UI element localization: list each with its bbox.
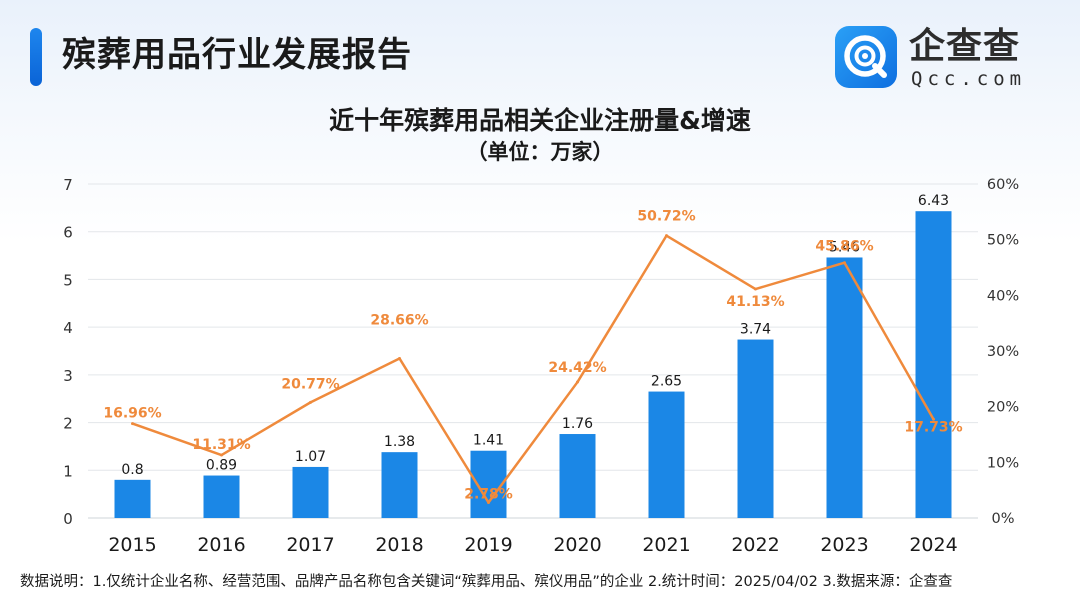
bar-value-label: 5.46 xyxy=(829,239,860,255)
y-right-tick-label: 50% xyxy=(987,233,1019,249)
y-left-tick-label: 2 xyxy=(63,415,73,433)
bar-value-label: 1.07 xyxy=(295,449,326,465)
x-tick-label: 2015 xyxy=(108,534,156,556)
y-left-tick-label: 5 xyxy=(63,271,73,289)
bar xyxy=(915,211,952,518)
bar-value-label: 3.74 xyxy=(740,322,771,338)
growth-value-label: 17.73% xyxy=(904,419,962,435)
bar-value-label: 2.65 xyxy=(651,374,682,390)
x-tick-label: 2021 xyxy=(642,534,690,556)
y-left-tick-label: 3 xyxy=(63,367,73,385)
bar xyxy=(648,391,685,518)
bar xyxy=(203,475,240,518)
x-tick-label: 2017 xyxy=(286,534,334,556)
chart-title: 近十年殡葬用品相关企业注册量&增速 xyxy=(329,106,751,135)
growth-point xyxy=(398,356,401,360)
bar xyxy=(292,466,329,518)
bar xyxy=(559,434,596,518)
x-tick-label: 2024 xyxy=(909,534,957,556)
growth-value-label: 41.13% xyxy=(726,294,784,310)
y-right-tick-label: 40% xyxy=(987,288,1019,304)
growth-value-label: 16.96% xyxy=(103,406,161,422)
bar-value-label: 6.43 xyxy=(918,193,949,209)
y-right-tick-label: 20% xyxy=(987,400,1019,416)
y-left-tick-label: 1 xyxy=(63,462,73,480)
x-tick-label: 2022 xyxy=(731,534,779,556)
bar xyxy=(737,339,774,518)
y-right-tick-label: 0% xyxy=(991,511,1014,527)
bar xyxy=(114,479,151,518)
growth-value-label: 20.77% xyxy=(281,376,339,392)
y-left-tick-label: 6 xyxy=(63,224,73,242)
growth-point xyxy=(131,422,134,426)
x-tick-label: 2020 xyxy=(553,534,601,556)
brand-logo-block: 企查查 Qcc.com xyxy=(835,26,1050,90)
report-title: 殡葬用品行业发展报告 xyxy=(62,35,412,75)
bar xyxy=(826,257,863,518)
growth-point xyxy=(843,261,846,265)
growth-value-label: 24.42% xyxy=(548,360,606,376)
growth-point xyxy=(754,287,757,291)
header-accent-bar xyxy=(30,28,42,86)
x-tick-label: 2019 xyxy=(464,534,512,556)
bar-value-label: 0.8 xyxy=(121,462,143,478)
bar-value-label: 0.89 xyxy=(206,458,237,474)
growth-value-label: 11.31% xyxy=(192,437,250,453)
growth-point xyxy=(487,501,490,505)
bar-value-label: 1.38 xyxy=(384,434,415,450)
qcc-logo-icon xyxy=(835,26,897,88)
growth-value-label: 28.66% xyxy=(370,312,428,328)
bar xyxy=(381,452,418,518)
growth-point xyxy=(665,234,668,238)
growth-point xyxy=(576,380,579,384)
growth-value-label: 45.86% xyxy=(815,239,873,255)
y-right-tick-label: 10% xyxy=(987,455,1019,471)
chart-subtitle: （单位：万家） xyxy=(466,140,614,164)
growth-value-label: 50.72% xyxy=(637,209,695,225)
y-left-tick-label: 0 xyxy=(63,510,73,528)
bar-value-label: 1.41 xyxy=(473,433,504,449)
brand-name: 企查查 xyxy=(909,26,1021,67)
x-tick-label: 2018 xyxy=(375,534,423,556)
y-left-tick-label: 7 xyxy=(63,176,73,194)
x-tick-label: 2023 xyxy=(820,534,868,556)
y-right-tick-label: 60% xyxy=(987,177,1019,193)
growth-line xyxy=(132,234,935,504)
footnote: 数据说明：1.仅统计企业名称、经营范围、品牌产品名称包含关键词“殡葬用品、殡仪用… xyxy=(20,574,953,590)
growth-point xyxy=(932,417,935,421)
brand-domain: Qcc.com xyxy=(911,68,1027,90)
combo-chart: 0 1 2 3 4 5 6 7 0% 10% 20% 30% 40% 50% 60% 0.8 0.89 1.07 1… xyxy=(63,176,1019,556)
bar-value-label: 1.76 xyxy=(562,416,593,432)
growth-point xyxy=(309,400,312,404)
x-tick-label: 2016 xyxy=(197,534,245,556)
growth-point xyxy=(220,453,223,457)
y-left-tick-label: 4 xyxy=(63,319,73,337)
y-right-tick-label: 30% xyxy=(987,344,1019,360)
growth-value-label: 2.78% xyxy=(464,487,513,503)
